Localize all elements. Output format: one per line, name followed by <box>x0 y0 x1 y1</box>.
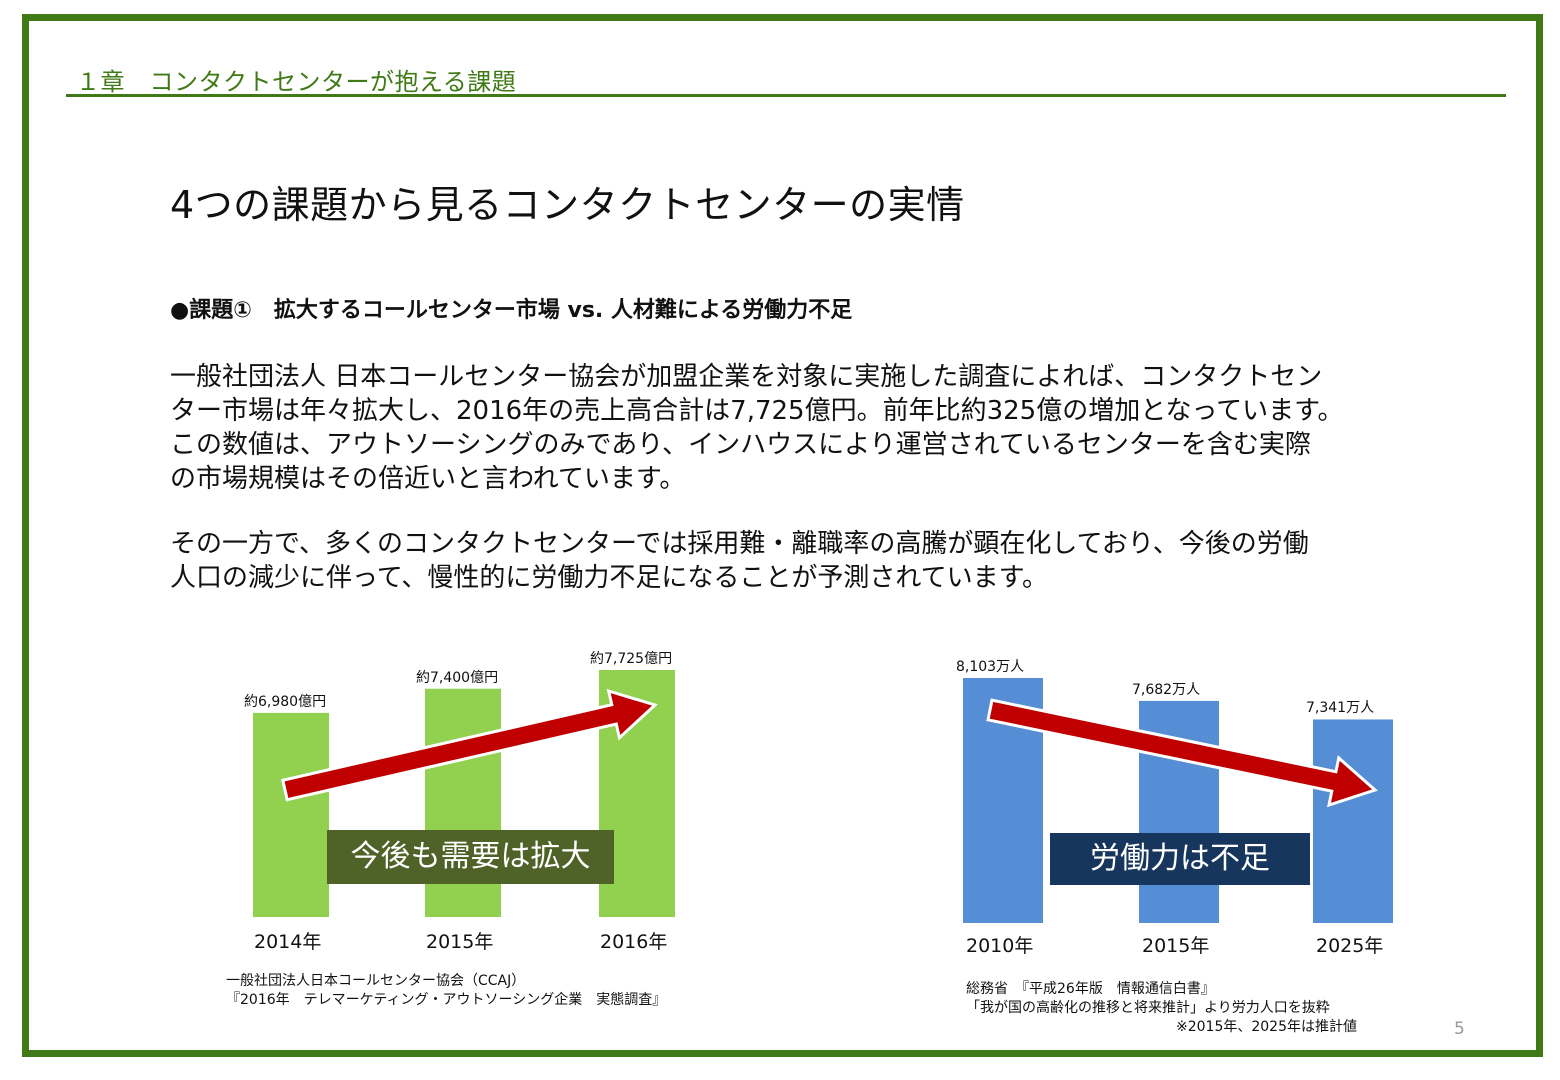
bar-label-2010: 8,103万人 <box>956 659 1025 675</box>
source-line: 総務省 『平成26年版 情報通信白書』 <box>966 981 1215 997</box>
slide-frame <box>22 14 1543 1057</box>
page-number: 5 <box>1454 1019 1465 1039</box>
paragraph-line: その一方で、多くのコンタクトセンターでは採用難・離職率の高騰が顕在化しており、今… <box>170 529 1309 559</box>
year-label-2014年: 2014年 <box>254 931 322 953</box>
source-line: 「我が国の高齢化の推移と将来推計」より労力人口を抜粋 <box>966 1000 1330 1016</box>
bar-2025年 <box>1313 719 1393 923</box>
bar-label-2015: 7,682万人 <box>1132 681 1201 698</box>
bar-label-2025: 7,341万人 <box>1306 700 1375 717</box>
paragraph-line: 人口の減少に伴って、慢性的に労働力不足になることが予測されています。 <box>170 563 1049 593</box>
labor-chart-svg <box>963 678 1393 923</box>
bar-label-2014: 約6,980億円 <box>244 693 327 710</box>
market-source: 一般社団法人日本コールセンター協会（CCAJ） 『2016年 テレマーケティング… <box>226 972 666 1010</box>
labor-force-chart: 8,103万人 2010年 7,682万人 2015年 7,341万人 2025年 労働力は… <box>940 650 1420 960</box>
bar-label-2016: 約7,725億円 <box>590 651 673 667</box>
market-size-chart: 約6,980億円 2014年 約7,400億円 2015年 約7,725億円 2016年 今… <box>230 640 710 960</box>
paragraph-line: この数値は、アウトソーシングのみであり、インハウスにより運営されているセンターを… <box>170 430 1311 460</box>
paragraph-market: 一般社団法人 日本コールセンター協会が加盟企業を対象に実施した調査によれば、コン… <box>170 360 1460 496</box>
market-chart-svg <box>253 670 675 917</box>
year-label-2016年: 2016年 <box>600 931 668 953</box>
labor-source: 総務省 『平成26年版 情報通信白書』 「我が国の高齢化の推移と将来推計」より労… <box>966 980 1357 1037</box>
chapter-divider <box>66 94 1506 97</box>
issue-subtitle: ●課題① 拡大するコールセンター市場 vs. 人材難による労働力不足 <box>170 298 853 323</box>
slide-title: 4つの課題から見るコンタクトセンターの実情 <box>170 183 965 227</box>
paragraph-line: 一般社団法人 日本コールセンター協会が加盟企業を対象に実施した調査によれば、コン… <box>170 362 1323 392</box>
source-line: 一般社団法人日本コールセンター協会（CCAJ） <box>226 973 526 989</box>
year-label-2025年: 2025年 <box>1316 935 1384 957</box>
trend-down-arrow-icon <box>986 698 1378 808</box>
bar-label-2015: 約7,400億円 <box>416 669 499 686</box>
year-label-2015年: 2015年 <box>1142 935 1210 957</box>
year-label-2010年: 2010年 <box>966 935 1034 957</box>
source-line: ※2015年、2025年は推計値 <box>1176 1019 1357 1035</box>
demand-callout: 今後も需要は拡大 <box>327 830 614 884</box>
source-line: 『2016年 テレマーケティング・アウトソーシング企業 実態調査』 <box>226 992 667 1008</box>
year-label-2015年: 2015年 <box>426 931 494 953</box>
labor-callout: 労働力は不足 <box>1050 833 1310 885</box>
chapter-heading: １章 コンタクトセンターが抱える課題 <box>76 68 517 96</box>
trend-up-arrow-icon <box>281 688 658 802</box>
paragraph-line: ター市場は年々拡大し、2016年の売上高合計は7,725億円。前年比約325億の… <box>170 396 1344 426</box>
paragraph-labor: その一方で、多くのコンタクトセンターでは採用難・離職率の高騰が顕在化しており、今… <box>170 527 1460 595</box>
paragraph-line: の市場規模はその倍近いと言われています。 <box>170 464 686 494</box>
bar-2014年 <box>253 712 329 917</box>
